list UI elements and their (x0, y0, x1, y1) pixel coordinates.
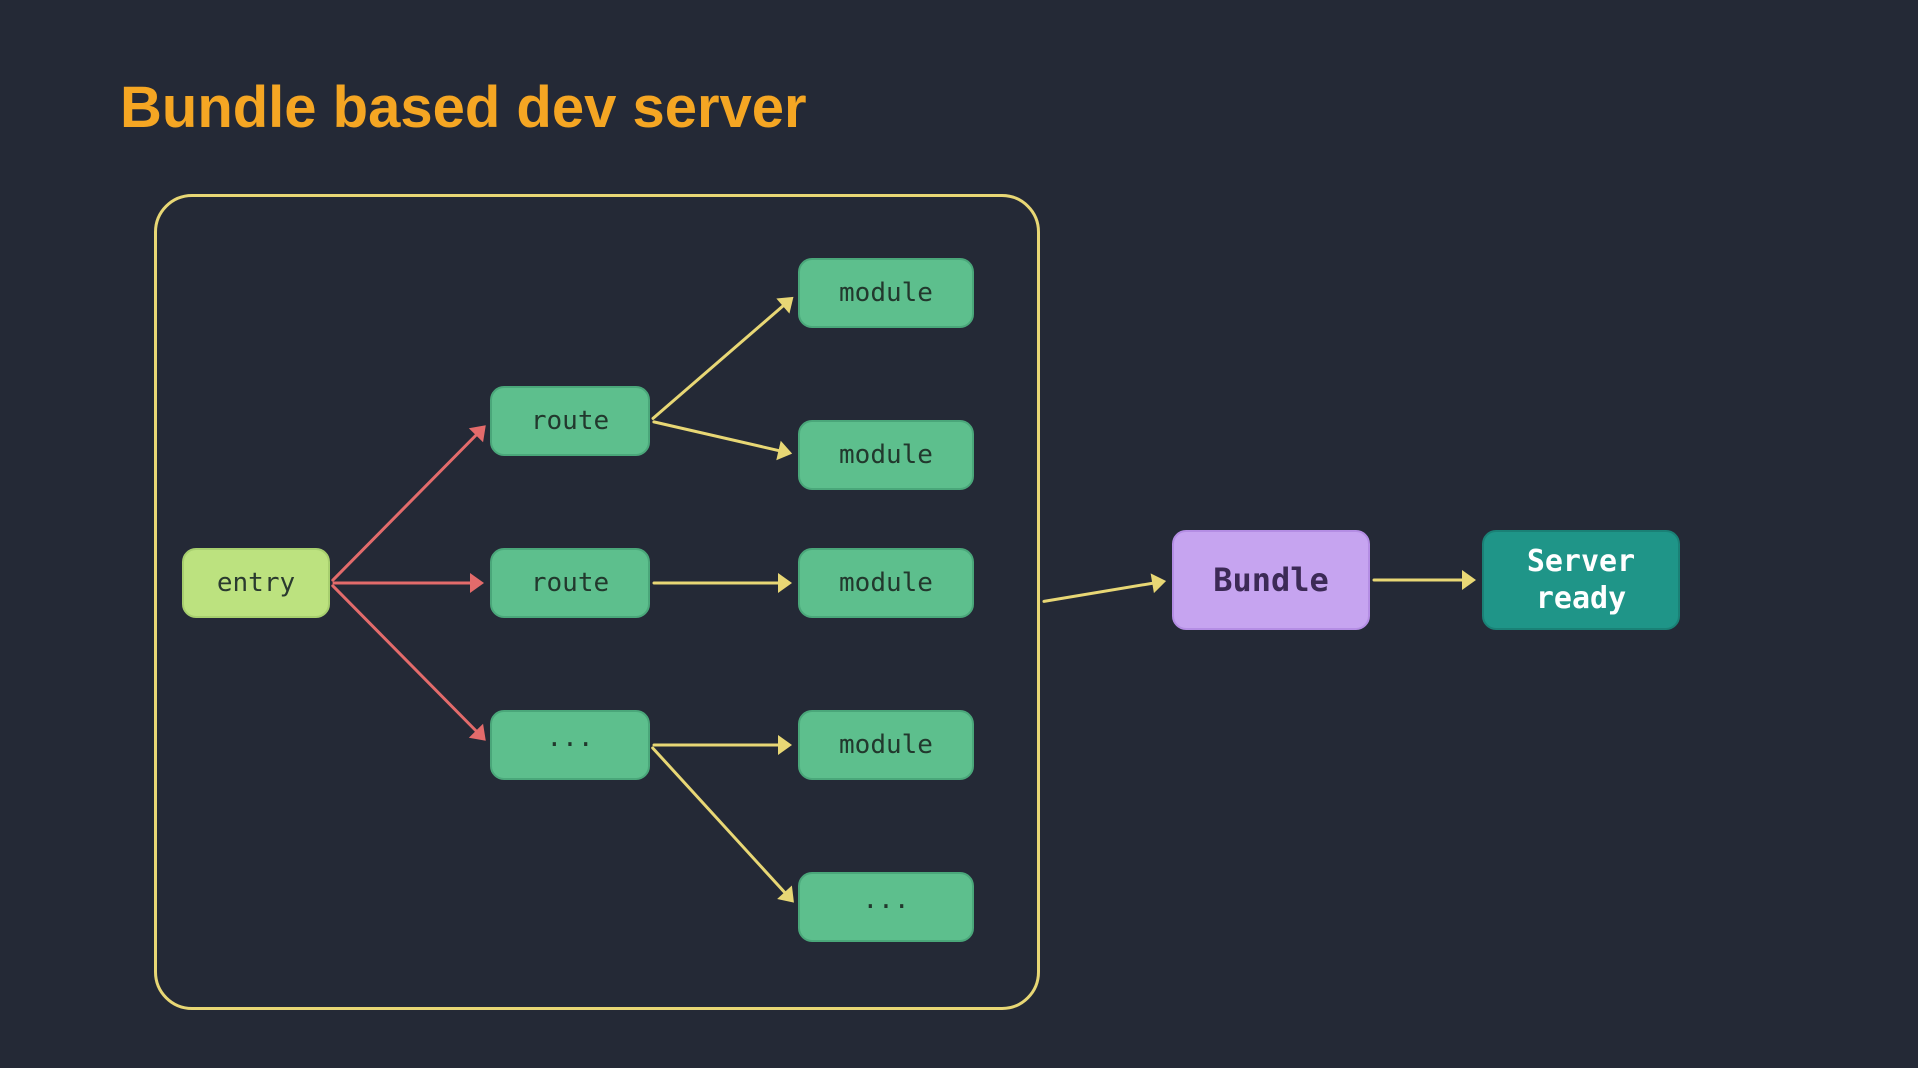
diagram-title: Bundle based dev server (120, 74, 807, 141)
node-route3: ··· (490, 710, 650, 780)
node-route2: route (490, 548, 650, 618)
node-mod2: module (798, 420, 974, 490)
node-mod1: module (798, 258, 974, 328)
node-entry: entry (182, 548, 330, 618)
node-mod3: module (798, 548, 974, 618)
node-mod5: ··· (798, 872, 974, 942)
node-bundle: Bundle (1172, 530, 1370, 630)
node-route1: route (490, 386, 650, 456)
diagram-stage: Bundle based dev server entry route route ·… (0, 0, 1918, 1068)
node-mod4: module (798, 710, 974, 780)
node-ready: Server ready (1482, 530, 1680, 630)
